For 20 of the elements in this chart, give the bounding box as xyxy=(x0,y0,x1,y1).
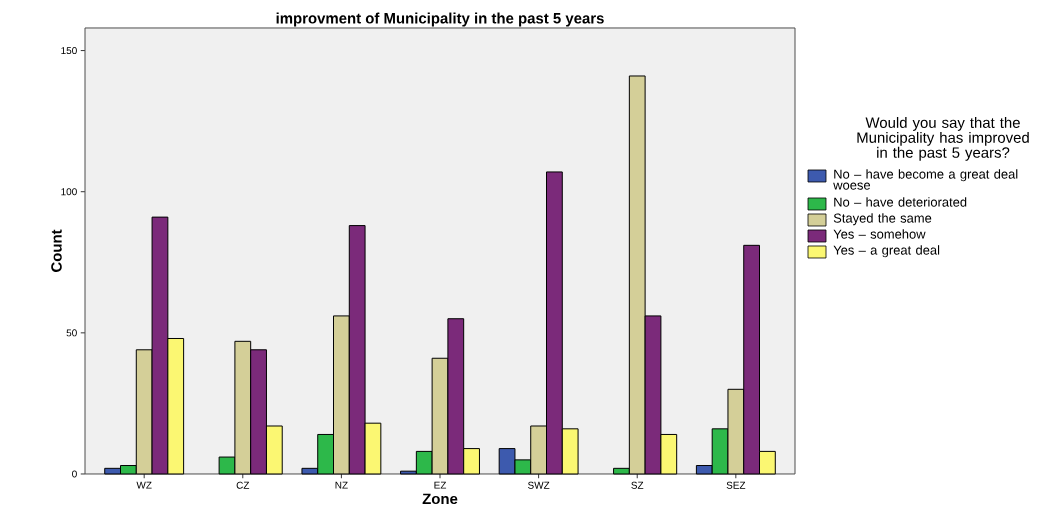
legend-label: No – have become a great deal woese xyxy=(833,169,1018,190)
legend-label: Stayed the same xyxy=(833,213,932,226)
x-tick-label: SZ xyxy=(631,481,644,489)
chart-title: improvment of Municipality in the past 5 years xyxy=(276,12,604,27)
legend-label: Yes – a great deal xyxy=(833,245,940,258)
y-tick-label: 50 xyxy=(66,329,77,337)
x-tick-label: SEZ xyxy=(726,481,746,489)
x-tick-label: SWZ xyxy=(528,481,550,489)
x-tick-label: EZ xyxy=(434,481,447,489)
x-tick-label: CZ xyxy=(236,481,250,489)
x-axis-title: Zone xyxy=(422,493,458,505)
legend-label: Yes – somehow xyxy=(833,229,926,239)
legend-label: No – have deteriorated xyxy=(834,197,967,207)
legend-title: Would you say that the Municipality has improved in the past 5 years? xyxy=(857,116,1029,161)
y-tick-label: 0 xyxy=(72,470,77,478)
x-tick-label: NZ xyxy=(335,481,348,489)
y-axis-title: Count xyxy=(51,229,62,272)
y-tick-label: 100 xyxy=(61,188,77,196)
x-tick-label: WZ xyxy=(136,481,152,489)
y-tick-label: 150 xyxy=(61,47,77,55)
